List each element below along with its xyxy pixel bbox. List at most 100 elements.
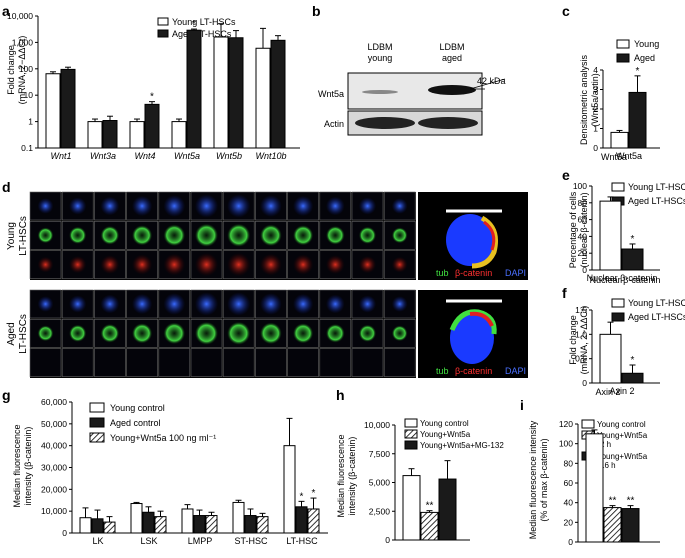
bar-g xyxy=(154,516,167,534)
d-key-tub-aged: tub xyxy=(436,366,449,376)
panel-label-a: a xyxy=(2,3,10,19)
legend-h-young: Young control xyxy=(420,419,469,428)
y-tick-label-g: 50,000 xyxy=(41,419,67,429)
legend-a-swatch-aged xyxy=(157,29,169,38)
y-tick-label-a: 1 xyxy=(28,117,33,127)
category-label-a: Wnt5a xyxy=(174,151,200,161)
d-tile xyxy=(287,348,319,377)
d-tile xyxy=(29,348,62,377)
d-tile xyxy=(190,348,223,377)
y-tick-label-i: 120 xyxy=(559,419,573,429)
bar-a xyxy=(144,103,160,149)
bar-c xyxy=(628,91,647,149)
y-tick-label-e: 100 xyxy=(573,181,587,191)
y-tick-label-h: 2,500 xyxy=(369,506,391,516)
bar-i xyxy=(621,508,640,543)
d-cell xyxy=(292,323,314,344)
bar-i xyxy=(585,433,604,543)
bar-a xyxy=(102,120,118,149)
ylabel-e-line1: Percentage of cells xyxy=(568,191,578,268)
bar-g xyxy=(232,501,245,534)
bar-h xyxy=(438,478,457,541)
legend-c-young: Young xyxy=(634,39,659,49)
legend-i-swatch-young xyxy=(581,419,595,429)
ylabel-e-line2: (nuclear β-catenin) xyxy=(579,192,589,267)
bar-g xyxy=(283,445,296,534)
b-row2: Actin xyxy=(324,119,344,129)
y-tick-label-c: 2 xyxy=(593,104,598,114)
legend-g-swatch-young xyxy=(89,402,105,413)
d-key-bcat-young: β-catenin xyxy=(455,268,492,278)
d-cell xyxy=(292,225,314,246)
d-cell xyxy=(131,195,153,217)
d-cell xyxy=(358,295,377,313)
bar-g xyxy=(307,508,320,534)
panel-label-d: d xyxy=(2,179,11,195)
panel-g-text: Median fluorescence intensity (β-catenin… xyxy=(12,402,216,508)
panel-d-microscopy: tub β-catenin DAPI tub β-catenin DAPI Yo… xyxy=(6,191,528,378)
bar-a xyxy=(213,36,229,149)
d-cell xyxy=(131,323,153,344)
d-cell xyxy=(391,256,408,273)
d-cell xyxy=(325,225,345,245)
d-tile xyxy=(255,348,287,377)
y-tick-label-e: 20 xyxy=(578,248,588,258)
panel-label-c: c xyxy=(562,3,570,19)
xlabel-e: Nuclear β-catenin xyxy=(590,275,661,285)
significance-star-a: * xyxy=(192,19,196,30)
y-tick-label-g: 40,000 xyxy=(41,441,67,451)
category-label-a: Wnt10b xyxy=(255,151,286,161)
y-tick-label-f: 0.5 xyxy=(575,354,587,364)
d-cell xyxy=(260,322,282,345)
bar-g xyxy=(142,511,155,534)
d-aged-merge-red xyxy=(469,311,494,327)
significance-star-c: * xyxy=(636,66,640,77)
y-tick-label-e: 60 xyxy=(578,215,588,225)
chart-f: 0 0.5 1.0 1.5 Axin 2 * xyxy=(575,305,660,396)
legend-g-swatch-wnt5a xyxy=(89,432,105,443)
d-cell xyxy=(325,323,345,343)
panel-label-f: f xyxy=(562,285,567,301)
legend-h-swatch-wnt5a xyxy=(404,429,418,439)
ylabel-i-line1: Median fluorescence intensity xyxy=(528,420,538,539)
d-young-merge-rim xyxy=(471,215,498,269)
y-tick-label-e: 40 xyxy=(578,231,588,241)
d-aged-merge-cell xyxy=(450,312,494,364)
category-label-g: ST-HSC xyxy=(234,536,268,546)
y-tick-label-a: 1,000 xyxy=(12,37,34,47)
panel-label-b: b xyxy=(312,3,321,19)
ylabel-g-line1: Median fluorescence xyxy=(12,424,22,507)
d-cell xyxy=(100,196,120,216)
y-tick-label-e: 0 xyxy=(582,265,587,275)
ylabel-h-line2: intensity (β-catenin) xyxy=(347,437,357,516)
chart-c: 0 1 2 3 4 Wnt5a * xyxy=(593,65,660,161)
bar-g xyxy=(244,515,257,534)
y-tick-label-h: 5,000 xyxy=(369,478,391,488)
chart-g: 0 10,000 20,000 30,000 40,000 50,000 60,000 LK L… xyxy=(41,397,328,546)
bar-c xyxy=(610,131,629,149)
b-col2-l1: LDBM xyxy=(439,42,464,52)
y-tick-label-i: 100 xyxy=(559,439,573,449)
d-key-bcat-aged: β-catenin xyxy=(455,366,492,376)
panel-label-h: h xyxy=(336,387,345,403)
d-row2-l1: Aged xyxy=(6,322,17,345)
y-tick-label-i: 20 xyxy=(564,517,574,527)
panel-f-text: Fold change (mRNA, 2−ΔΔCt) Axin 2 Young … xyxy=(568,298,685,397)
bar-g xyxy=(205,515,218,534)
chart-h: 0 2,500 5,000 7,500 10,000 ** xyxy=(364,420,470,545)
y-tick-label-h: 0 xyxy=(385,535,390,545)
y-tick-label-a: 10 xyxy=(24,90,34,100)
d-cell xyxy=(260,224,282,247)
d-tile xyxy=(351,348,384,377)
legend-e-aged: Aged LT-HSCs xyxy=(628,196,685,206)
d-cell xyxy=(131,225,153,246)
d-tile xyxy=(126,348,158,377)
y-tick-label-f: 1.5 xyxy=(575,305,587,315)
category-label-g: LT-HSC xyxy=(286,536,318,546)
d-key-tub-young: tub xyxy=(436,268,449,278)
d-cell xyxy=(37,296,54,312)
d-cell xyxy=(227,252,251,277)
xlabel-f: Axin 2 xyxy=(595,387,620,397)
significance-star-g: * xyxy=(300,491,304,502)
